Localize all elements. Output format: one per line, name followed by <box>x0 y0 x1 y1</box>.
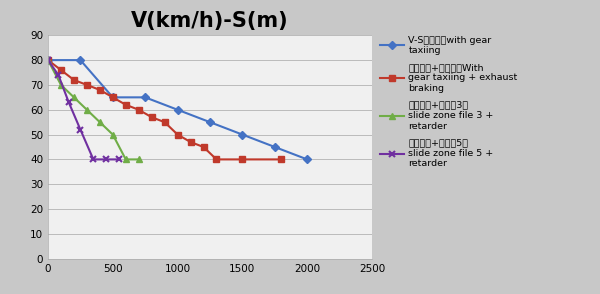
带档滑行+缓速刨5档
slide zone file 5 +
retarder <box>55 73 62 77</box>
Title: V(km/h)-S(m): V(km/h)-S(m) <box>131 11 289 31</box>
带档滑行+排气制动With
gear taxiing + exhaust
braking <box>161 121 168 124</box>
带档滑行+排气制动With
gear taxiing + exhaust
braking <box>278 158 285 161</box>
带档滑行+缓速刨3档
slide zone file 3 +
retarder <box>58 83 65 87</box>
带档滑行+缓速刨3档
slide zone file 3 +
retarder <box>135 158 142 161</box>
Line: 带档滑行+缓速刨5档
slide zone file 5 +
retarder: 带档滑行+缓速刨5档 slide zone file 5 + retarder <box>44 57 123 163</box>
带档滑行+缓速刨5档
slide zone file 5 +
retarder <box>77 128 84 131</box>
带档滑行+排气制动With
gear taxiing + exhaust
braking <box>83 83 91 87</box>
带档滑行+排气制动With
gear taxiing + exhaust
braking <box>135 108 142 111</box>
带档滑行+排气制动With
gear taxiing + exhaust
braking <box>174 133 181 136</box>
V-S带档滑行with gear
taxiing <box>239 133 246 136</box>
带档滑行+排气制动With
gear taxiing + exhaust
braking <box>187 140 194 144</box>
带档滑行+缓速刨5档
slide zone file 5 +
retarder <box>116 158 123 161</box>
带档滑行+缓速刨5档
slide zone file 5 +
retarder <box>90 158 97 161</box>
V-S带档滑行with gear
taxiing <box>142 96 149 99</box>
V-S带档滑行with gear
taxiing <box>206 121 214 124</box>
带档滑行+缓速刨3档
slide zone file 3 +
retarder <box>96 121 103 124</box>
带档滑行+排气制动With
gear taxiing + exhaust
braking <box>122 103 130 106</box>
带档滑行+缓速刨5档
slide zone file 5 +
retarder <box>103 158 110 161</box>
带档滑行+缓速刨5档
slide zone file 5 +
retarder <box>44 58 52 62</box>
带档滑行+缓速刨3档
slide zone file 3 +
retarder <box>109 133 116 136</box>
Line: V-S带档滑行with gear
taxiing: V-S带档滑行with gear taxiing <box>45 57 310 162</box>
带档滑行+排气制动With
gear taxiing + exhaust
braking <box>96 88 103 92</box>
带档滑行+排气制动With
gear taxiing + exhaust
braking <box>239 158 246 161</box>
V-S带档滑行with gear
taxiing <box>77 58 84 62</box>
Line: 带档滑行+排气制动With
gear taxiing + exhaust
braking: 带档滑行+排气制动With gear taxiing + exhaust bra… <box>45 57 284 162</box>
带档滑行+缓速刨3档
slide zone file 3 +
retarder <box>122 158 130 161</box>
带档滑行+排气制动With
gear taxiing + exhaust
braking <box>58 68 65 72</box>
Line: 带档滑行+缓速刨3档
slide zone file 3 +
retarder: 带档滑行+缓速刨3档 slide zone file 3 + retarder <box>45 57 142 162</box>
V-S带档滑行with gear
taxiing <box>109 96 116 99</box>
带档滑行+排气制动With
gear taxiing + exhaust
braking <box>213 158 220 161</box>
带档滑行+缓速刨3档
slide zone file 3 +
retarder <box>83 108 91 111</box>
带档滑行+缓速刨3档
slide zone file 3 +
retarder <box>70 96 77 99</box>
V-S带档滑行with gear
taxiing <box>271 145 278 149</box>
带档滑行+排气制动With
gear taxiing + exhaust
braking <box>44 58 52 62</box>
带档滑行+排气制动With
gear taxiing + exhaust
braking <box>200 145 207 149</box>
Legend: V-S带档滑行with gear
taxiing, 带档滑行+排气制动With
gear taxiing + exhaust
braking, 带档滑行+缓速刨: V-S带档滑行with gear taxiing, 带档滑行+排气制动With … <box>380 36 518 168</box>
带档滑行+排气制动With
gear taxiing + exhaust
braking <box>70 78 77 82</box>
V-S带档滑行with gear
taxiing <box>304 158 311 161</box>
V-S带档滑行with gear
taxiing <box>174 108 181 111</box>
带档滑行+缓速刨3档
slide zone file 3 +
retarder <box>44 58 52 62</box>
带档滑行+排气制动With
gear taxiing + exhaust
braking <box>148 116 155 119</box>
带档滑行+缓速刨5档
slide zone file 5 +
retarder <box>65 101 73 104</box>
带档滑行+排气制动With
gear taxiing + exhaust
braking <box>109 96 116 99</box>
V-S带档滑行with gear
taxiing <box>44 58 52 62</box>
